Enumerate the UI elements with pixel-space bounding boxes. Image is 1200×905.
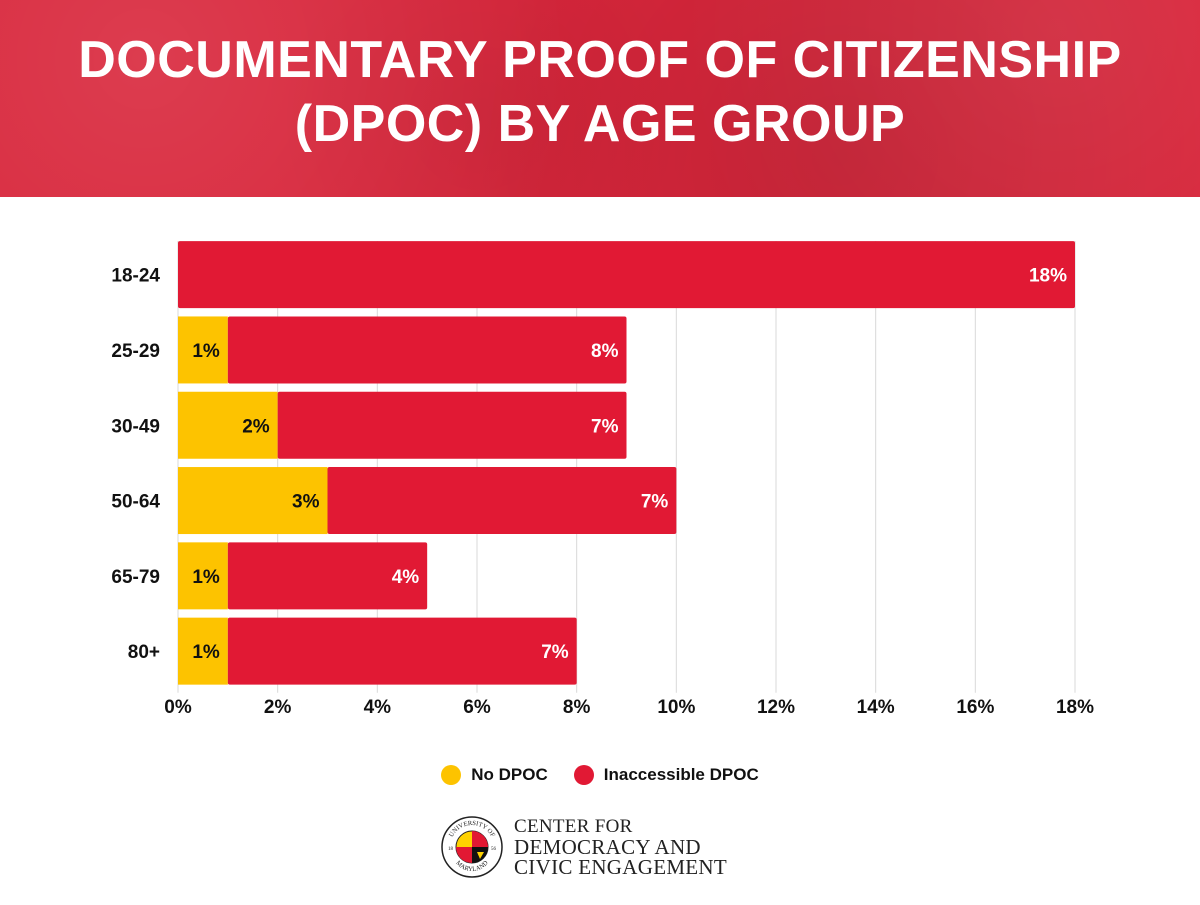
x-tick-label: 8% [563, 697, 591, 718]
bar-no-dpoc [178, 316, 228, 384]
logo-line-2: DEMOCRACY AND [514, 835, 701, 859]
y-category-label: 30-49 [111, 416, 160, 437]
title-line-1: DOCUMENTARY PROOF OF CITIZENSHIP [78, 31, 1122, 89]
y-category-label: 50-64 [111, 492, 160, 513]
data-label: 7% [541, 642, 569, 663]
x-tick-label: 14% [857, 697, 895, 718]
data-label: 18% [1029, 266, 1067, 287]
legend-label-inaccessible-dpoc: Inaccessible DPOC [603, 765, 759, 784]
y-category-label: 80+ [128, 642, 160, 663]
x-tick-label: 4% [364, 697, 392, 718]
bar-inaccessible-dpoc [178, 241, 1075, 309]
bar-inaccessible-dpoc [227, 542, 428, 610]
bar-inaccessible-dpoc [327, 467, 677, 535]
bar-no-dpoc [178, 617, 228, 685]
bar-no-dpoc [178, 542, 228, 610]
chart-legend: No DPOC Inaccessible DPOC [0, 765, 1200, 785]
bar-inaccessible-dpoc [277, 391, 627, 459]
legend-item-no-dpoc: No DPOC [441, 765, 548, 785]
title-banner: DOCUMENTARY PROOF OF CITIZENSHIP (DPOC) … [0, 0, 1200, 197]
y-category-label: 18-24 [111, 266, 160, 287]
bar-inaccessible-dpoc [227, 316, 627, 384]
x-tick-label: 18% [1056, 697, 1094, 718]
data-label: 3% [292, 492, 320, 513]
data-label: 8% [591, 341, 619, 362]
legend-label-no-dpoc: No DPOC [471, 765, 548, 784]
data-label: 7% [591, 416, 619, 437]
x-tick-label: 12% [757, 697, 795, 718]
x-tick-label: 16% [956, 697, 994, 718]
title-line-2: (DPOC) BY AGE GROUP [294, 95, 906, 153]
legend-swatch-inaccessible-dpoc [573, 765, 594, 785]
x-tick-label: 6% [463, 697, 491, 718]
y-category-label: 25-29 [111, 341, 160, 362]
x-tick-label: 10% [657, 697, 695, 718]
data-label: 7% [641, 492, 669, 513]
bar-inaccessible-dpoc [227, 617, 577, 685]
data-label: 1% [192, 341, 220, 362]
svg-text:18: 18 [448, 847, 454, 852]
page-title: DOCUMENTARY PROOF OF CITIZENSHIP (DPOC) … [0, 28, 1200, 156]
y-category-label: 65-79 [111, 567, 160, 588]
bar-no-dpoc [178, 391, 278, 459]
x-tick-label: 2% [264, 697, 292, 718]
legend-swatch-no-dpoc [441, 765, 462, 785]
university-seal-icon: UNIVERSITY OF MARYLAND 18 56 [441, 816, 503, 878]
data-label: 1% [192, 567, 220, 588]
legend-item-inaccessible-dpoc: Inaccessible DPOC [573, 765, 759, 785]
data-label: 2% [242, 416, 270, 437]
stacked-bar-chart: 18% 1% 8% 2% 7% 3% 7% 1% 4% 1% 7% 0% 2% 4% 6% 8% 10% 12%… [111, 241, 1094, 718]
bar-no-dpoc [178, 467, 328, 535]
logo-line-1: CENTER FOR [514, 816, 633, 837]
logo-wordmark: CENTER FOR DEMOCRACY AND CIVIC ENGAGEMEN… [514, 816, 728, 879]
data-label: 4% [392, 567, 420, 588]
svg-text:56: 56 [491, 847, 497, 852]
logo-line-3: CIVIC ENGAGEMENT [514, 855, 728, 879]
data-label: 1% [192, 642, 220, 663]
cdce-logo: UNIVERSITY OF MARYLAND 18 56 CENTER FOR … [440, 814, 727, 880]
x-tick-label: 0% [164, 697, 192, 718]
